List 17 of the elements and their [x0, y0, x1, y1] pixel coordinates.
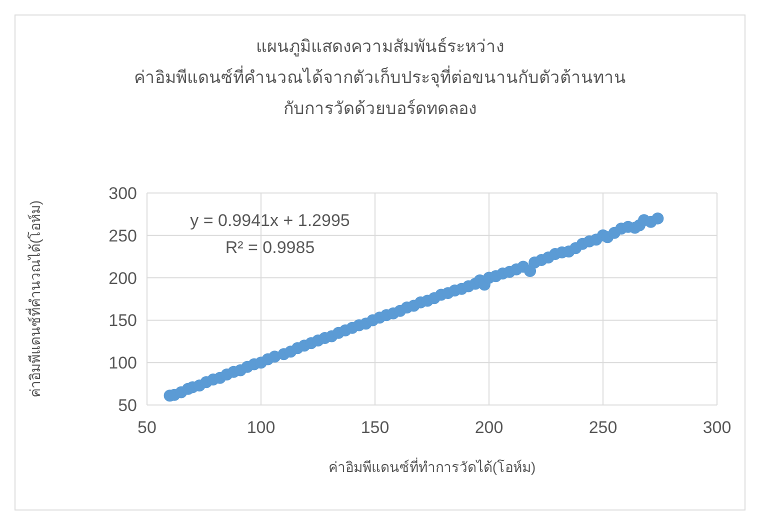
- x-tick-label: 50: [138, 418, 156, 437]
- x-tick-label: 150: [360, 418, 390, 437]
- x-tick-label: 300: [702, 418, 732, 437]
- y-tick-label: 200: [108, 268, 137, 288]
- y-tick-label: 50: [118, 396, 137, 415]
- x-tick-label: 200: [474, 418, 504, 437]
- annotation: R² = 0.9985: [225, 238, 315, 257]
- x-tick-label: 250: [588, 418, 618, 437]
- y-tick-label: 300: [108, 184, 137, 203]
- annotation: y = 0.9941x + 1.2995: [190, 211, 350, 230]
- y-axis-title: ค่าอิมพีแดนซ์ที่คำนวณได้(โอห์ม): [26, 200, 43, 398]
- x-axis-title: ค่าอิมพีแดนซ์ที่ทำการวัดได้(โอห์ม): [328, 458, 536, 475]
- y-tick-label: 250: [108, 226, 137, 246]
- chart-title: แผนภูมิแสดงความสัมพันธ์ระหว่าง ค่าอิมพีแดนซ์ที่คำนวณได้จากตัวเก็บประจุที่ต่อขนานกับตัวต้านทาน กับการวัดด้วยบอร์ดทดลอง: [134, 37, 626, 118]
- y-tick-label: 150: [108, 311, 137, 330]
- x-tick-label: 100: [246, 418, 276, 437]
- y-tick-label: 100: [108, 354, 137, 373]
